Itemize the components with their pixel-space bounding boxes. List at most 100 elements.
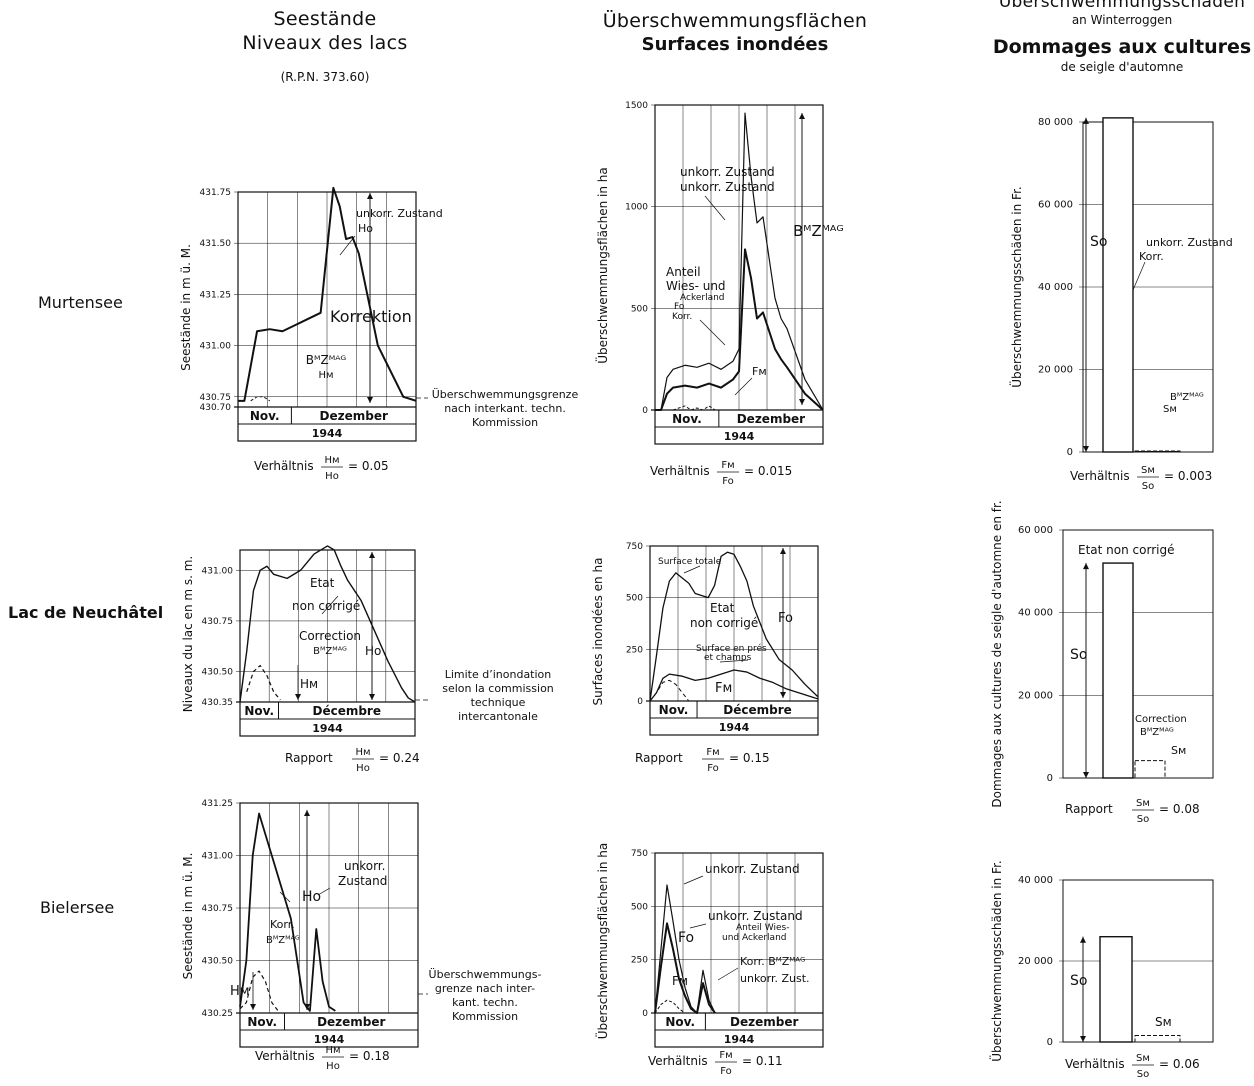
biel-areas-series-2	[654, 999, 686, 1014]
biel-damages-ytick-2: 0	[1047, 1037, 1053, 1048]
murten-areas-label-7: BᴹZᴹᴬᴳ	[793, 222, 844, 240]
biel-areas-ratio-num: Fᴍ	[719, 1050, 732, 1061]
neuchatel-areas-year: 1944	[719, 721, 750, 734]
murten-damages-ratio-den: So	[1142, 481, 1154, 492]
neuchatel-levels-ratio: Rapport Hᴍ Ho = 0.24	[285, 747, 420, 774]
biel-areas-year: 1944	[724, 1033, 755, 1046]
biel-areas-label-5: Korr. BᴹZᴹᴬᴳ	[740, 955, 805, 968]
biel-levels-arrow-2-head	[250, 1004, 256, 1010]
neuchatel-levels-label-2: Correction	[299, 629, 361, 643]
neuchatel-areas-frame	[649, 545, 819, 736]
murten-damages-ratio-value: = 0.003	[1164, 469, 1212, 483]
biel-levels-arrow-1-head	[304, 810, 310, 816]
murten-areas-ytick-1: 1000	[625, 203, 648, 213]
biel-areas-label-7: Fᴍ	[672, 974, 688, 988]
biel-levels-ratio-prefix: Verhältnis	[255, 1049, 315, 1063]
biel-damages-ratio: Verhältnis Sᴍ So = 0.06	[1065, 1053, 1200, 1080]
neuchatel-levels-ratio-prefix: Rapport	[285, 751, 333, 765]
neuchatel-damages-label-0: Etat non corrigé	[1078, 543, 1174, 557]
biel-levels-label-3: Korr.	[270, 918, 295, 931]
neuchatel-areas-period-0: Nov.	[659, 703, 689, 717]
neuchatel-areas-label-4: et champs	[704, 653, 752, 663]
murten-levels-frame	[237, 191, 417, 442]
murten-areas-year: 1944	[724, 430, 755, 443]
neuchatel-levels-label-5: Hᴍ	[300, 677, 318, 691]
murten-damages-ytick-2: 40 000	[1038, 282, 1073, 293]
biel-areas-period-0: Nov.	[665, 1015, 695, 1029]
levels-title-de: Seestände	[273, 8, 377, 30]
murten-levels-series-1	[250, 396, 271, 402]
murten-levels-ratio-den: Ho	[325, 471, 339, 482]
murten-areas-period-1: Dezember	[737, 412, 805, 426]
biel-areas-label-1: unkorr. Zustand	[708, 909, 803, 923]
neuchatel-levels-label-0: Etat	[310, 576, 335, 590]
biel-areas-period-1: Dezember	[730, 1015, 798, 1029]
murten-levels-ytick-4: 430.75	[200, 393, 232, 403]
neuchatel-levels-label-3: BᴹZᴹᴬᴳ	[313, 646, 347, 657]
neuchatel-levels-threshold-note-2: technique	[471, 696, 526, 709]
biel-areas-label-6: unkorr. Zust.	[740, 972, 810, 985]
murten-areas-label-1: unkorr. Zustand	[680, 180, 775, 194]
neuchatel-levels-frame	[239, 549, 416, 737]
murten-levels-threshold-note-2: Kommission	[472, 416, 538, 429]
damages-title-de: Überschwemmungsschäden	[998, 0, 1246, 12]
biel-levels-label-4: BᴹZᴹᴬᴳ	[266, 935, 300, 946]
neuchatel-areas-ratio-value: = 0.15	[729, 751, 770, 765]
murten-areas-ratio-num: Fᴍ	[721, 460, 734, 471]
neuchatel-damages-ytick-2: 20 000	[1018, 690, 1053, 701]
murten-damages-label-2: Korr.	[1139, 250, 1164, 263]
biel-levels-ratio-den: Ho	[326, 1061, 340, 1072]
neuchatel-areas-leader-1	[719, 659, 749, 663]
neuchatel-levels-ytick-1: 430.75	[202, 617, 234, 627]
murten-levels-threshold-note-0: Überschwemmungsgrenze	[432, 388, 579, 401]
neuchatel-damages-label-3: BᴹZᴹᴬᴳ	[1140, 727, 1174, 738]
murten-levels-period-0: Nov.	[250, 409, 280, 423]
levels-title-fr: Niveaux des lacs	[242, 31, 408, 54]
neuchatel-damages-label-1: So	[1070, 647, 1087, 663]
murten-areas-ytick-0: 1500	[625, 101, 648, 111]
neuchatel-levels-label-1: non corrigé	[292, 599, 360, 613]
damages-sub-fr: de seigle d'automne	[1060, 60, 1184, 74]
neuchatel-areas-series-2	[649, 679, 690, 702]
neuchatel-levels-ytick-3: 430.35	[202, 698, 234, 708]
murten-damages-label-1: unkorr. Zustand	[1146, 236, 1233, 249]
murten-areas-label-0: unkorr. Zustand	[680, 165, 775, 179]
murten-areas-label-4: Ackerland	[680, 293, 725, 303]
biel-levels-label-1: Zustand	[338, 874, 387, 888]
biel-levels-period-0: Nov.	[247, 1015, 277, 1029]
biel-levels-series-1	[239, 970, 279, 1012]
murten-damages-ratio-num: Sᴍ	[1141, 465, 1155, 476]
neuchatel-areas-label-1: Etat	[710, 601, 735, 615]
neuchatel-areas-series-1	[649, 669, 819, 702]
neuchatel-areas-ratio-den: Fo	[707, 763, 719, 774]
biel-levels-label-5: Hᴍ	[230, 984, 250, 999]
biel-levels-leader-0	[279, 891, 291, 903]
biel-levels-ytick-2: 430.75	[202, 904, 234, 914]
murten-levels-ratio: Verhältnis Hᴍ Ho = 0.05	[254, 455, 389, 482]
biel-levels-ytick-1: 431.00	[202, 852, 234, 862]
biel-levels-threshold-note-2: kant. techn.	[452, 996, 518, 1009]
murten-levels-leader-0	[339, 235, 356, 256]
biel-damages-so-arrow2-head	[1080, 1036, 1086, 1042]
murten-areas-ratio-value: = 0.015	[744, 464, 792, 478]
murten-areas-label-2: Anteil	[666, 265, 701, 279]
neuchatel-damages-ratio: Rapport Sᴍ So = 0.08	[1065, 798, 1200, 825]
biel-levels-ylabel: Seestände in m ü. M.	[181, 853, 195, 980]
biel-levels-label-0: unkorr.	[344, 859, 385, 873]
murten-levels-arrow-1-head	[367, 193, 373, 199]
biel-areas-ratio: Verhältnis Fᴍ Fo = 0.11	[648, 1050, 783, 1077]
neuchatel-levels-arrow-2-head	[295, 694, 301, 700]
biel-damages-label-0: So	[1070, 973, 1087, 989]
murten-damages-so-arrow2-head	[1083, 446, 1089, 452]
neuchatel-levels-threshold-note-1: selon la commission	[442, 682, 554, 695]
biel-areas-ytick-0: 750	[631, 849, 648, 859]
murten-damages-ratio-prefix: Verhältnis	[1070, 469, 1130, 483]
murten-levels-label-3: BᴹZᴹᴬᴳ	[306, 353, 347, 367]
neuchatel-areas-label-0: Surface totale	[658, 557, 722, 567]
areas-title-de: Überschwemmungsflächen	[602, 10, 868, 32]
neuchatel-damages-label-4: Sᴍ	[1171, 744, 1186, 757]
murten-areas-period-0: Nov.	[672, 412, 702, 426]
biel-levels-threshold-note-3: Kommission	[452, 1010, 518, 1023]
neuchatel-damages-ratio-prefix: Rapport	[1065, 802, 1113, 816]
